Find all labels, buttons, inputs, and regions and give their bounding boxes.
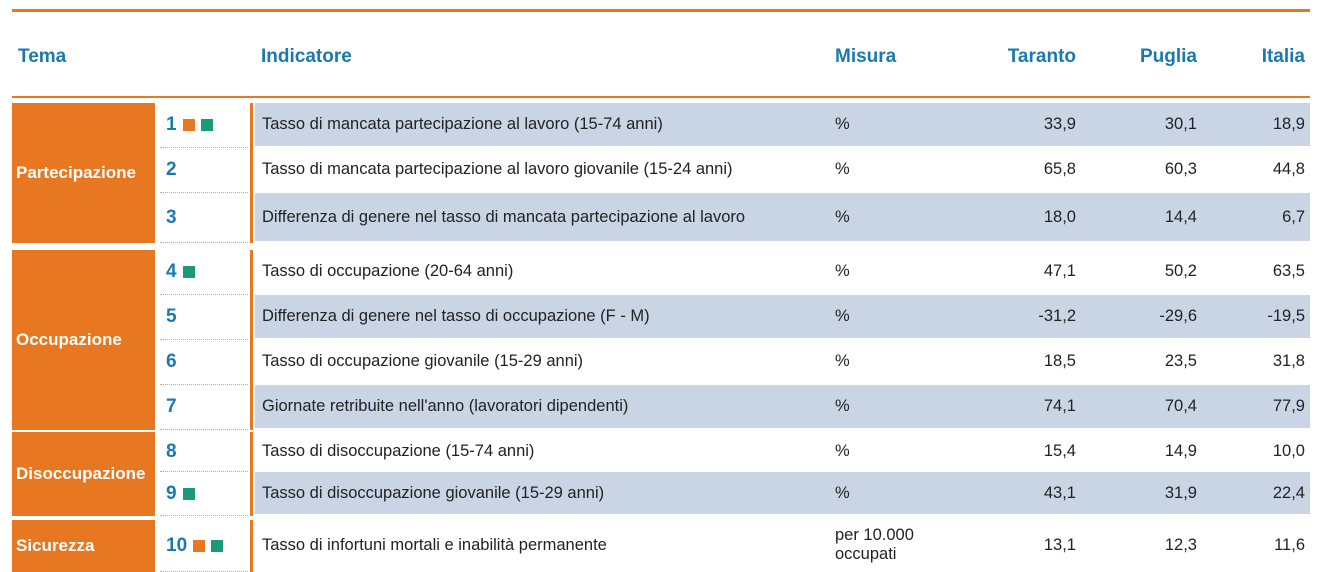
indicatore: Tasso di mancata partecipazione al lavor… [262,160,733,178]
misura: % [835,207,850,226]
num-divider [250,250,253,430]
tema-cell: Occupazione [12,250,155,430]
theme-icon [200,119,213,131]
puglia: 30,1 [1164,115,1197,133]
theme-icon [182,119,195,131]
taranto: 47,1 [1043,262,1076,280]
number-text: 6 [166,351,177,372]
number-text: 8 [166,440,177,462]
misura: % [835,160,850,178]
misura: % [835,483,850,502]
row-shade [255,295,1310,338]
num-divider [250,432,253,516]
theme-icon [193,539,206,552]
italia: 6,7 [1282,207,1305,226]
puglia: 60,3 [1164,160,1197,178]
taranto: 13,1 [1043,535,1076,554]
italia: 10,0 [1272,441,1305,460]
puglia: 12,3 [1164,535,1197,554]
top-rule [12,9,1310,12]
row-number: 3 [160,193,248,243]
row-shade [255,103,1310,146]
number-text: 3 [166,206,177,228]
row-number: 4 [160,250,248,295]
indicatore: Tasso di disoccupazione (15-74 anni) [262,441,535,460]
indicatore: Tasso di occupazione (20-64 anni) [262,262,514,280]
header-puglia: Puglia [1139,46,1197,67]
italia: 44,8 [1272,160,1305,178]
taranto: 18,0 [1043,207,1076,226]
puglia: 14,9 [1164,441,1197,460]
num-divider [250,520,253,572]
row-shade [255,472,1310,514]
row-number: 10 [160,520,248,572]
tema-cell: Partecipazione [12,103,155,243]
puglia: -29,6 [1159,307,1197,325]
misura: per 10.000 occupati [835,526,914,563]
misura: % [835,441,850,460]
number-text: 2 [166,159,177,180]
number-text: 7 [166,396,177,417]
num-divider [250,103,253,243]
misura: % [835,115,850,133]
italia: 11,6 [1274,535,1305,554]
italia: 63,5 [1272,262,1305,280]
taranto: 74,1 [1043,397,1076,415]
number-text: 10 [166,534,188,556]
row-shade [255,193,1310,241]
row-number: 7 [160,385,248,430]
row-number: 5 [160,295,248,340]
misura: % [835,262,850,280]
taranto: 15,4 [1043,441,1076,460]
tema-cell: Sicurezza [12,520,155,572]
taranto: 33,9 [1043,115,1076,133]
theme-icon [182,487,195,500]
puglia: 23,5 [1164,352,1197,370]
indicatore: Differenza di genere nel tasso di mancat… [262,207,746,226]
number-text: 1 [166,114,177,135]
number-text: 9 [166,482,177,504]
tema-cell: Disoccupazione [12,432,155,516]
italia: 18,9 [1272,115,1305,133]
number-text: 4 [166,261,177,282]
header-taranto: Taranto [1007,46,1076,67]
header-misura: Misura [835,46,897,67]
taranto: 18,5 [1043,352,1076,370]
italia: 77,9 [1272,397,1305,415]
indicatore: Tasso di mancata partecipazione al lavor… [262,115,663,133]
taranto: 43,1 [1043,483,1076,502]
theme-icon [182,266,195,278]
misura: % [835,397,850,415]
misura: % [835,307,850,325]
row-number: 2 [160,148,248,193]
misura: % [835,352,850,370]
indicatore: Differenza di genere nel tasso di occupa… [262,307,650,325]
header-indicatore: Indicatore [261,46,352,67]
italia: -19,5 [1267,307,1305,325]
header-rule [12,96,1310,98]
puglia: 31,9 [1164,483,1197,502]
puglia: 70,4 [1164,397,1197,415]
theme-icon [211,539,224,552]
row-shade [255,385,1310,428]
taranto: -31,2 [1038,307,1076,325]
italia: 22,4 [1272,483,1305,502]
italia: 31,8 [1272,352,1305,370]
header-italia: Italia [1261,46,1305,67]
indicatore: Tasso di infortuni mortali e inabilità p… [262,535,607,554]
puglia: 50,2 [1164,262,1197,280]
row-number: 1 [160,103,248,148]
number-text: 5 [166,306,177,327]
indicatore: Giornate retribuite nell'anno (lavorator… [262,397,629,415]
row-number: 9 [160,472,248,516]
row-number: 8 [160,432,248,472]
indicatore: Tasso di occupazione giovanile (15-29 an… [262,352,584,370]
header-tema: Tema [18,46,67,67]
row-number: 6 [160,340,248,385]
puglia: 14,4 [1164,207,1197,226]
indicatore: Tasso di disoccupazione giovanile (15-29… [262,483,605,502]
taranto: 65,8 [1043,160,1076,178]
